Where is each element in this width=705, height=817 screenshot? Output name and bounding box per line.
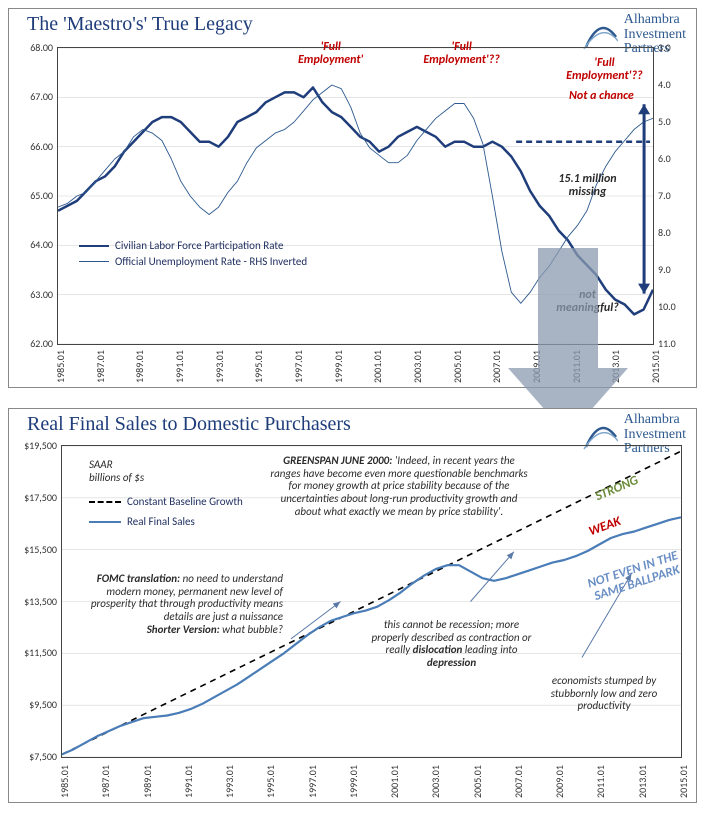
y-right-tick: 8.0 xyxy=(658,226,671,239)
x-tick: 2013.01 xyxy=(636,765,649,798)
x-tick: 1989.01 xyxy=(133,350,146,383)
y-left-tick: 63.00 xyxy=(13,288,53,301)
brand-line2-b: Investment xyxy=(624,428,686,443)
x-tick: 1999.01 xyxy=(332,350,345,383)
y-right-tick: 10.0 xyxy=(658,300,676,313)
y-right-tick: 3.0 xyxy=(658,41,671,54)
x-tick: 2005.01 xyxy=(471,765,484,798)
red-annotation: 'FullEmployment'?? xyxy=(417,41,507,66)
red-annotation: 'FullEmployment'?? xyxy=(559,57,649,82)
y-tick: $17,500 xyxy=(15,491,57,504)
x-tick: 2011.01 xyxy=(570,350,583,383)
dislocation-block: this cannot be recession; more properly … xyxy=(369,619,534,670)
x-tick: 1997.01 xyxy=(306,765,319,798)
x-tick: 2001.01 xyxy=(371,350,384,383)
productivity-block: economists stumped by stubbornly low and… xyxy=(529,675,679,713)
red-annotation: 'FullEmployment' xyxy=(286,41,376,66)
x-tick: 2003.01 xyxy=(411,350,424,383)
x-tick: 1991.01 xyxy=(182,765,195,798)
saar-label: SAARbillions of $s xyxy=(89,459,144,484)
greenspan-quote: GREENSPAN JUNE 2000: 'Indeed, in recent … xyxy=(269,455,529,518)
y-right-tick: 4.0 xyxy=(658,78,671,91)
legend-label: Official Unemployment Rate - RHS Inverte… xyxy=(115,255,307,268)
x-tick: 1989.01 xyxy=(141,765,154,798)
y-left-tick: 64.00 xyxy=(13,238,53,251)
y-tick: $15,500 xyxy=(15,543,57,556)
x-tick: 2007.01 xyxy=(490,350,503,383)
legend-swatch xyxy=(79,261,109,262)
bold-annotation: 15.1 millionmissing xyxy=(538,173,638,199)
y-left-tick: 65.00 xyxy=(13,189,53,202)
y-left-tick: 68.00 xyxy=(13,41,53,54)
y-left-tick: 67.00 xyxy=(13,90,53,103)
x-tick: 2015.01 xyxy=(649,350,662,383)
x-tick: 2005.01 xyxy=(451,350,464,383)
legend-swatch xyxy=(89,501,121,503)
x-tick: 1987.01 xyxy=(94,350,107,383)
x-tick: 2015.01 xyxy=(677,765,690,798)
x-tick: 1993.01 xyxy=(213,350,226,383)
y-tick: $19,500 xyxy=(15,439,57,452)
legend-swatch xyxy=(79,245,109,247)
y-tick: $7,500 xyxy=(15,750,57,763)
fomc-block: FOMC translation: no need to understand … xyxy=(73,573,283,636)
x-tick: 1993.01 xyxy=(223,765,236,798)
x-tick: 1987.01 xyxy=(99,765,112,798)
x-tick: 1999.01 xyxy=(347,765,360,798)
x-tick: 1997.01 xyxy=(292,350,305,383)
x-tick: 2013.01 xyxy=(609,350,622,383)
y-left-tick: 66.00 xyxy=(13,140,53,153)
y-tick: $11,500 xyxy=(15,646,57,659)
y-tick: $9,500 xyxy=(15,698,57,711)
chart1-legend-item: Civilian Labor Force Participation Rate xyxy=(79,239,283,252)
chart1-title: The 'Maestro's' True Legacy xyxy=(27,13,253,36)
chart2-title: Real Final Sales to Domestic Purchasers xyxy=(27,413,351,436)
chart2-legend-item: Constant Baseline Growth xyxy=(89,495,243,508)
brand-line2: Investment xyxy=(624,28,686,43)
x-tick: 1985.01 xyxy=(54,350,67,383)
x-tick: 2011.01 xyxy=(594,765,607,798)
y-right-tick: 6.0 xyxy=(658,152,671,165)
y-left-tick: 62.00 xyxy=(13,337,53,350)
chart1-panel: The 'Maestro's' True Legacy Alhambra Inv… xyxy=(8,8,697,388)
x-tick: 1995.01 xyxy=(264,765,277,798)
chart2-legend-item: Real Final Sales xyxy=(89,515,195,528)
brand-line1: Alhambra xyxy=(624,13,686,28)
y-right-tick: 9.0 xyxy=(658,263,671,276)
x-tick: 2009.01 xyxy=(553,765,566,798)
y-right-tick: 5.0 xyxy=(658,115,671,128)
x-tick: 1991.01 xyxy=(173,350,186,383)
legend-label: Civilian Labor Force Participation Rate xyxy=(115,239,283,252)
x-tick: 2003.01 xyxy=(429,765,442,798)
y-right-tick: 11.0 xyxy=(658,337,676,350)
legend-label: Constant Baseline Growth xyxy=(127,495,243,508)
x-tick: 1985.01 xyxy=(58,765,71,798)
red-annotation: Not a chance xyxy=(556,90,646,103)
legend-label: Real Final Sales xyxy=(127,515,195,528)
chart2-panel: Real Final Sales to Domestic Purchasers … xyxy=(8,408,697,803)
y-tick: $13,500 xyxy=(15,595,57,608)
x-tick: 2007.01 xyxy=(512,765,525,798)
x-tick: 1995.01 xyxy=(252,350,265,383)
legend-swatch xyxy=(89,521,121,523)
x-tick: 2009.01 xyxy=(530,350,543,383)
y-right-tick: 7.0 xyxy=(658,189,671,202)
brand-line1-b: Alhambra xyxy=(624,413,686,428)
bold-annotation: notmeaningful? xyxy=(538,289,638,315)
x-tick: 2001.01 xyxy=(388,765,401,798)
chart1-legend-item: Official Unemployment Rate - RHS Inverte… xyxy=(79,255,307,268)
